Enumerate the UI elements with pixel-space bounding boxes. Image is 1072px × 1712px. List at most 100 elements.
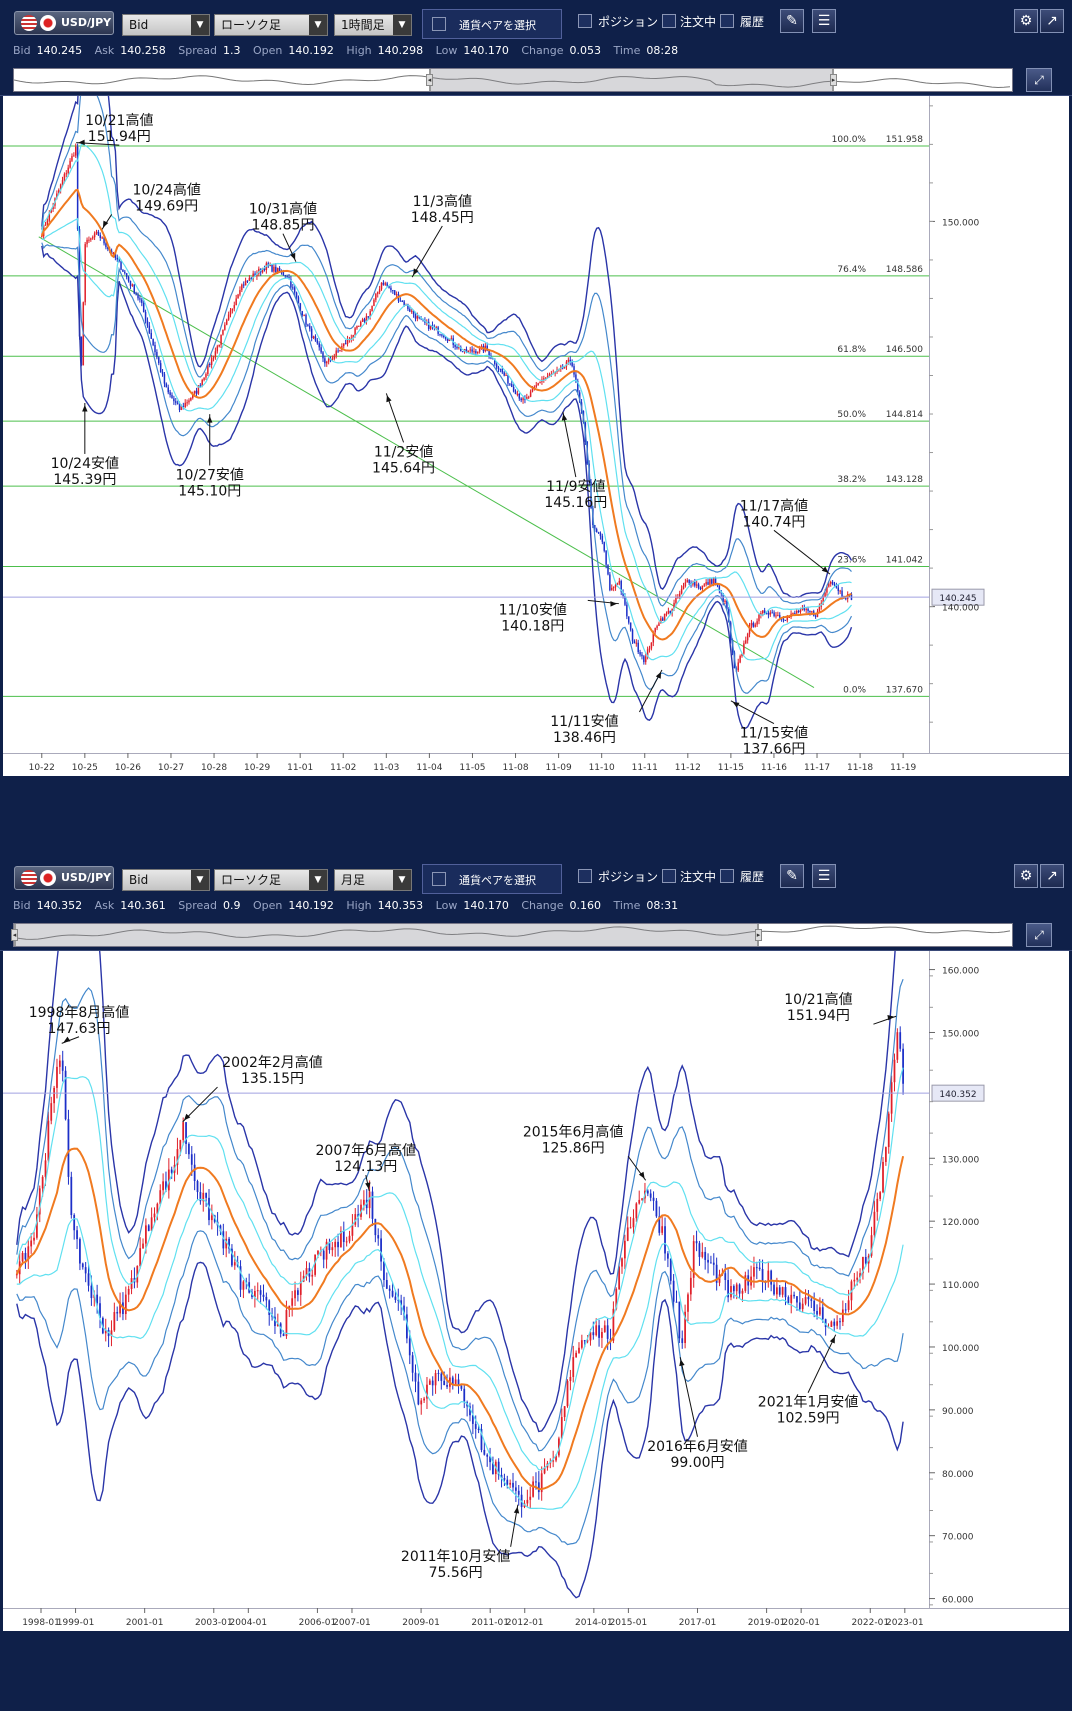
candle-body [273, 266, 275, 272]
price-type-select[interactable]: Bid ▼ [122, 14, 210, 36]
candle-body [833, 1321, 836, 1326]
pair-checkbox[interactable] [432, 872, 446, 886]
candle-body [483, 1449, 486, 1455]
currency-pair-badge[interactable]: USD/JPY [14, 866, 114, 890]
chart-toolbar: USD/JPY Bid ▼ ローソク足 ▼ 1時間足 ▼ 通貨ペアを選択 ポジション … [0, 0, 1072, 96]
x-tick-label: 2011-01 [471, 1618, 509, 1628]
popout-icon[interactable]: ↗ [1040, 864, 1064, 888]
expand-icon[interactable]: ⤢ [1026, 923, 1052, 947]
navigator-selection[interactable]: ◂ ▸ [426, 69, 837, 91]
chart-type-select[interactable]: ローソク足 ▼ [214, 14, 328, 36]
gear-icon[interactable]: ⚙ [1014, 864, 1038, 888]
history-checkbox[interactable] [720, 14, 734, 28]
price-chart[interactable]: 100.0% 151.958 76.4% 148.586 61.8% 146.500 50.… [0, 96, 1072, 856]
annotation-arrow [411, 225, 443, 278]
plot-area [3, 96, 929, 753]
candle-body [569, 1376, 572, 1381]
chart-edit-icon[interactable]: ✎ [780, 9, 804, 33]
navigator-selection[interactable]: ◂ ▸ [11, 924, 762, 946]
chart-edit-icon[interactable]: ✎ [780, 864, 804, 888]
x-tick-label: 11-18 [847, 763, 873, 773]
fibonacci-value: 146.500 [886, 345, 923, 355]
annotation-date: 10/24高値 [132, 181, 200, 198]
candle-body [493, 358, 496, 365]
annotation-arrowhead [63, 1036, 71, 1043]
candle-body [231, 308, 234, 311]
navigator-right-handle[interactable]: ▸ [755, 929, 762, 941]
open-label: Open [252, 899, 283, 912]
gear-icon[interactable]: ⚙ [1014, 9, 1038, 33]
candle-body [292, 287, 294, 289]
candle-body [518, 393, 521, 399]
timeframe-select[interactable]: 1時間足 ▼ [334, 14, 412, 36]
candle-body [704, 1251, 707, 1260]
candle-body [497, 367, 500, 369]
expand-icon[interactable]: ⤢ [1026, 68, 1052, 92]
range-navigator[interactable]: ◂ ▸ [11, 923, 1013, 947]
candle-body [244, 280, 247, 286]
candle-body [59, 184, 62, 191]
candle-body [807, 608, 809, 611]
orders-checkbox[interactable] [662, 14, 676, 28]
candle-body [27, 1246, 30, 1260]
history-checkbox[interactable] [720, 869, 734, 883]
popout-icon[interactable]: ↗ [1040, 9, 1064, 33]
fibonacci-value: 148.586 [886, 265, 923, 275]
price-chart[interactable]: 140.352 160.000 150.000 130.000 120.000 110.0… [0, 951, 1072, 1711]
candle-body [99, 1303, 101, 1318]
candle-body [131, 284, 134, 286]
candle-body [322, 352, 324, 359]
candle-body [417, 1381, 420, 1405]
candle-body [374, 1218, 377, 1236]
navigator-left-handle[interactable]: ◂ [426, 74, 433, 86]
position-checkbox[interactable] [578, 869, 592, 883]
candle-body [208, 1197, 210, 1221]
navigator-right-handle[interactable]: ▸ [830, 74, 837, 86]
position-checkbox[interactable] [578, 14, 592, 28]
candle-body [873, 1211, 876, 1236]
candle-body [124, 1294, 127, 1315]
candle-body [710, 1262, 712, 1264]
candle-body [796, 1296, 798, 1303]
candle-body [762, 610, 764, 614]
spread-label: Spread [178, 44, 217, 57]
candle-body [550, 373, 553, 375]
annotation-arrow [562, 411, 577, 478]
candle-body [621, 1258, 623, 1267]
chart-list-icon[interactable]: ☰ [812, 864, 836, 888]
range-navigator[interactable]: ◂ ▸ [13, 68, 1013, 92]
candle-body [307, 324, 309, 326]
candle-body [779, 615, 781, 618]
currency-pair-badge[interactable]: USD/JPY [14, 11, 114, 35]
orders-checkbox[interactable] [662, 869, 676, 883]
select-pair-button[interactable]: 通貨ペアを選択 [422, 864, 562, 894]
chart-list-icon[interactable]: ☰ [812, 9, 836, 33]
candle-body [458, 346, 460, 349]
candle-body [239, 290, 241, 295]
select-pair-button[interactable]: 通貨ペアを選択 [422, 9, 562, 39]
navigator-left-handle[interactable]: ◂ [11, 929, 18, 941]
candle-body [271, 264, 273, 272]
annotation-arrow [807, 1334, 837, 1393]
candle-body [305, 1268, 308, 1276]
chart-type-select[interactable]: ローソク足 ▼ [214, 869, 328, 891]
pair-checkbox[interactable] [432, 17, 446, 31]
chevron-down-icon: ▼ [393, 870, 411, 890]
spread-value: 0.9 [222, 899, 241, 912]
candle-body [314, 336, 317, 341]
candle-body [309, 325, 311, 329]
candle-body [707, 1259, 709, 1263]
candle-body [384, 283, 387, 285]
candle-body [314, 1254, 316, 1275]
candle-body [388, 286, 390, 288]
candle-body [224, 324, 226, 330]
timeframe-select[interactable]: 月足 ▼ [334, 869, 412, 891]
candle-body [795, 610, 798, 614]
candle-body [291, 1298, 294, 1306]
candle-body [879, 1192, 882, 1199]
candle-body [609, 574, 611, 591]
price-type-select[interactable]: Bid ▼ [122, 869, 210, 891]
open-label: Open [252, 44, 283, 57]
ask-label: Ask [94, 899, 115, 912]
candle-body [73, 1214, 76, 1231]
